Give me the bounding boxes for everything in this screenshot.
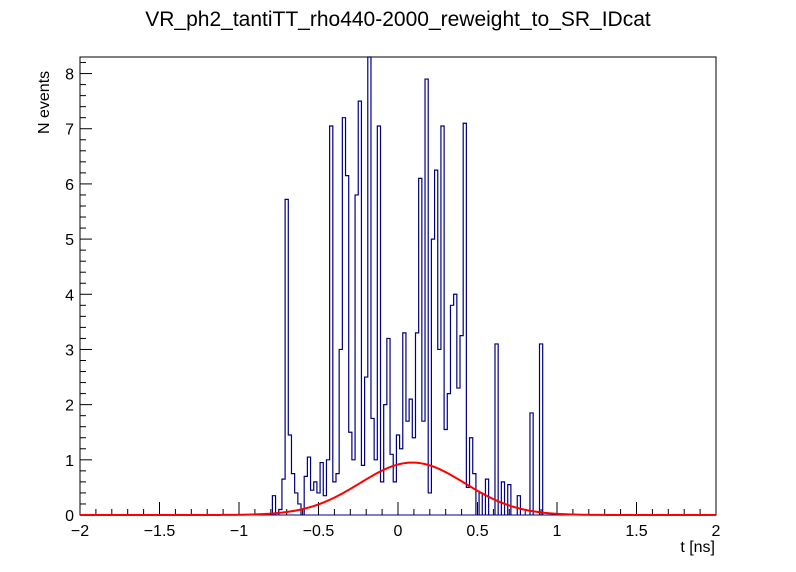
x-axis-ticks: −2 −1.5 −1 −0.5 0 0.5 1 1.5 2	[71, 502, 721, 540]
x-tick-label: 1.5	[625, 523, 647, 540]
y-tick-label: 2	[65, 398, 74, 415]
histogram-bin	[457, 388, 460, 515]
y-axis-title: N events	[36, 71, 53, 134]
histogram-bin	[422, 421, 425, 515]
y-tick-label: 7	[65, 122, 74, 139]
y-tick-label: 4	[65, 287, 74, 304]
y-tick-label: 6	[65, 177, 74, 194]
histogram-bin	[400, 449, 403, 515]
x-tick-label: −1	[230, 523, 248, 540]
y-axis-ticks: 0 1 2 3 4 5 6 7 8	[65, 62, 92, 525]
histogram-bin	[406, 421, 409, 515]
x-tick-label: 1	[553, 523, 562, 540]
histogram-bin	[361, 465, 364, 515]
y-tick-label: 5	[65, 232, 74, 249]
y-tick-label: 0	[65, 508, 74, 525]
x-tick-label: 2	[712, 523, 721, 540]
x-tick-label: 0	[394, 523, 403, 540]
histogram-bin	[393, 482, 396, 515]
fit-curve-group	[80, 461, 716, 516]
x-tick-label: 0.5	[466, 523, 488, 540]
histogram-step-line	[271, 56, 544, 515]
x-tick-label: −0.5	[303, 523, 335, 540]
data-histogram	[80, 56, 716, 516]
x-axis-title: t [ns]	[680, 539, 715, 556]
histogram-bin	[323, 496, 326, 515]
y-tick-label: 3	[65, 342, 74, 359]
fit-curve	[80, 461, 716, 516]
y-tick-label: 8	[65, 67, 74, 84]
histogram-bin	[374, 460, 377, 515]
histogram-bin	[412, 438, 415, 515]
x-tick-label: −1.5	[144, 523, 176, 540]
x-tick-label: −2	[71, 523, 89, 540]
histogram-bin	[438, 349, 441, 515]
frame	[79, 56, 717, 516]
histogram-bin	[311, 490, 314, 515]
histogram-bin	[466, 487, 469, 515]
y-tick-label: 1	[65, 453, 74, 470]
chart-title: VR_ph2_tantiTT_rho440-2000_reweight_to_S…	[145, 8, 651, 31]
